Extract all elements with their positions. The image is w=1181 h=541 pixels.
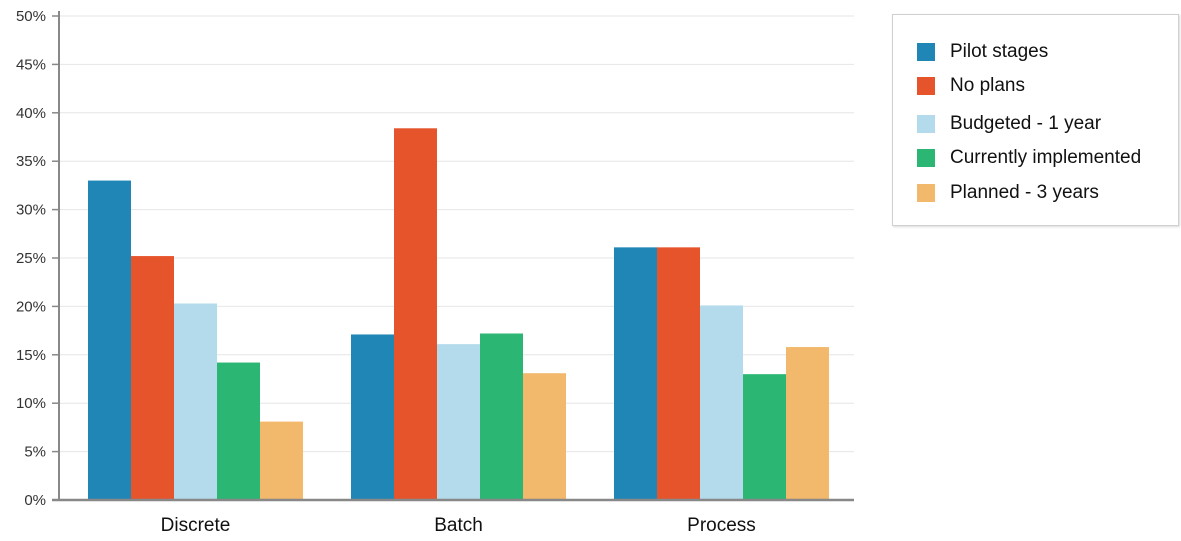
legend-label: Planned - 3 years: [950, 182, 1099, 203]
y-tick-label: 40%: [16, 105, 46, 122]
legend-item-planned-3-years[interactable]: Planned - 3 years: [917, 180, 1099, 206]
y-tick-label: 30%: [16, 202, 46, 219]
bars: [88, 128, 829, 500]
bar-batch-currently-implemented: [480, 333, 523, 500]
y-axis-ticks: 0% 5% 10% 15% 20% 25% 30% 35% 40% 45% 50%: [16, 8, 59, 509]
bar-discrete-pilot-stages: [88, 180, 131, 500]
y-tick-label: 15%: [16, 347, 46, 364]
legend-item-currently-implemented[interactable]: Currently implemented: [917, 145, 1141, 171]
y-tick-label: 45%: [16, 56, 46, 73]
y-tick-label: 0%: [24, 492, 46, 509]
bar-process-planned-3-years: [786, 347, 829, 500]
legend-label: Pilot stages: [950, 41, 1049, 62]
x-tick-label: Process: [687, 515, 756, 536]
bar-discrete-budgeted-1-year: [174, 303, 217, 500]
y-tick-label: 25%: [16, 250, 46, 267]
legend-label: Currently implemented: [950, 147, 1142, 168]
legend-swatch: [917, 149, 935, 167]
y-tick-label: 50%: [16, 8, 46, 25]
legend-swatch: [917, 184, 935, 202]
bar-discrete-planned-3-years: [260, 421, 303, 500]
legend-item-no-plans[interactable]: No plans: [917, 73, 1025, 99]
y-tick-label: 10%: [16, 395, 46, 412]
x-tick-label: Discrete: [161, 515, 231, 536]
legend-item-budgeted-1-year[interactable]: Budgeted - 1 year: [917, 111, 1101, 137]
y-tick-label: 35%: [16, 153, 46, 170]
legend-swatch: [917, 43, 935, 61]
bar-process-pilot-stages: [614, 247, 657, 500]
bar-batch-planned-3-years: [523, 373, 566, 500]
bar-discrete-currently-implemented: [217, 362, 260, 500]
bar-discrete-no-plans: [131, 256, 174, 500]
legend-swatch: [917, 77, 935, 95]
x-tick-label: Batch: [434, 515, 483, 536]
y-tick-label: 5%: [24, 444, 46, 461]
y-tick-label: 20%: [16, 298, 46, 315]
legend-item-pilot-stages[interactable]: Pilot stages: [917, 39, 1048, 65]
bar-batch-budgeted-1-year: [437, 344, 480, 500]
bar-process-no-plans: [657, 247, 700, 500]
legend-swatch: [917, 115, 935, 133]
legend-label: No plans: [950, 75, 1025, 96]
bar-batch-no-plans: [394, 128, 437, 500]
legend: Pilot stages No plans Budgeted - 1 year …: [892, 14, 1179, 226]
legend-label: Budgeted - 1 year: [950, 113, 1102, 134]
bar-batch-pilot-stages: [351, 334, 394, 500]
x-axis-ticks: Discrete Batch Process: [161, 515, 756, 536]
bar-process-currently-implemented: [743, 374, 786, 500]
bar-process-budgeted-1-year: [700, 305, 743, 500]
